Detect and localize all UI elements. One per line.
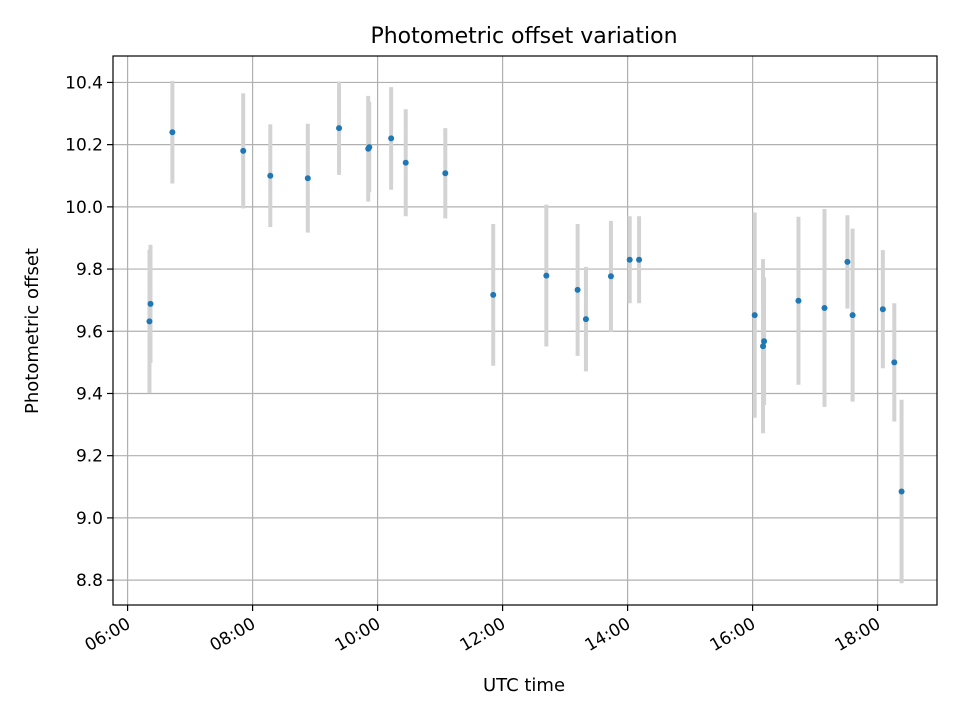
data-point: [898, 488, 905, 495]
data-point: [543, 272, 550, 279]
x-tick-label: 06:00: [82, 614, 134, 656]
data-point: [891, 359, 898, 366]
chart-title: Photometric offset variation: [370, 24, 677, 49]
data-point: [636, 256, 643, 263]
x-tick-label: 10:00: [332, 614, 384, 656]
error-bars: [147, 80, 904, 584]
y-tick-label: 9.4: [76, 384, 103, 404]
data-point: [795, 297, 802, 304]
data-point: [304, 175, 311, 182]
x-tick-label: 18:00: [832, 614, 884, 656]
x-axis-label: UTC time: [483, 675, 565, 696]
data-point: [849, 312, 856, 319]
x-axis-ticks: 06:00 08:00 10:00 12:00 14:00 16:00 18:00: [82, 605, 884, 656]
data-point: [879, 306, 886, 313]
grid-lines: [113, 56, 937, 605]
y-axis-label: Photometric offset: [22, 248, 43, 414]
y-tick-label: 10.4: [65, 73, 103, 93]
y-tick-label: 9.2: [76, 447, 103, 467]
data-point: [146, 318, 153, 325]
x-tick-label: 08:00: [207, 614, 259, 656]
data-point: [844, 258, 851, 265]
data-point: [442, 170, 449, 177]
y-tick-label: 10.0: [65, 198, 103, 218]
data-point: [240, 147, 247, 154]
data-point: [751, 312, 758, 319]
data-point: [366, 144, 373, 151]
y-tick-label: 9.0: [76, 509, 103, 529]
data-point: [821, 304, 828, 311]
data-point: [760, 343, 767, 350]
data-point: [267, 172, 274, 179]
y-tick-label: 8.8: [76, 571, 103, 591]
data-point: [147, 300, 154, 307]
x-tick-label: 14:00: [582, 614, 634, 656]
y-axis-ticks: 8.8 9.0 9.2 9.4 9.6 9.8 10.0 10.2 10.4: [65, 73, 113, 591]
data-point: [336, 125, 343, 132]
data-point: [574, 286, 581, 293]
x-tick-label: 12:00: [457, 614, 509, 656]
y-tick-label: 9.6: [76, 322, 103, 342]
data-point: [626, 256, 633, 263]
plot-frame: [112, 55, 938, 606]
y-tick-label: 10.2: [65, 136, 103, 156]
data-point: [582, 316, 589, 323]
data-point: [388, 135, 395, 142]
data-point: [761, 338, 768, 345]
data-points: [146, 125, 905, 495]
data-point: [490, 291, 497, 298]
y-tick-label: 9.8: [76, 260, 103, 280]
data-point: [169, 129, 176, 136]
data-point: [607, 273, 614, 280]
x-tick-label: 16:00: [707, 614, 759, 656]
data-point: [402, 159, 409, 166]
